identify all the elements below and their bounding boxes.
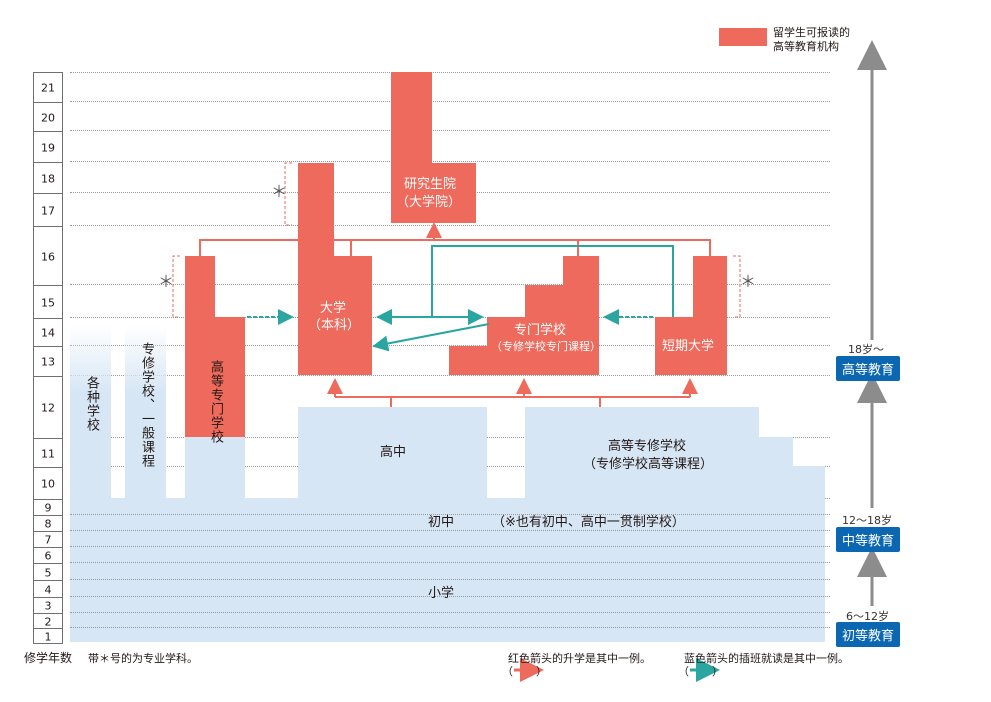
technical-college-label: 高等专门学校: [208, 360, 223, 444]
star-footnote: 带＊号的为专业学科。: [88, 652, 198, 665]
year-1: 1: [34, 628, 62, 644]
year-5: 5: [34, 563, 62, 581]
graduate-school-lower: [391, 163, 476, 223]
year-17: 17: [34, 193, 62, 227]
university-label-2: （本科）: [308, 318, 361, 333]
star-mark: ＊: [740, 272, 757, 291]
year-8: 8: [34, 515, 62, 532]
year-9: 9: [34, 499, 62, 516]
year-axis-label: 修学年数: [24, 651, 73, 665]
year-13: 13: [34, 346, 62, 377]
year-6: 6: [34, 547, 62, 564]
grid-line: [70, 627, 830, 628]
star-mark: ＊: [271, 182, 288, 201]
grid-line: [70, 375, 830, 376]
upper-specialized-block: [525, 407, 759, 498]
university-label-1: 大学: [320, 301, 347, 316]
graduate-school-upper: [391, 72, 432, 165]
upper-specialized-label-2: （专修学校高等课程）: [583, 457, 714, 472]
specialized-school-step-2: [525, 285, 599, 317]
university-block: [298, 256, 372, 375]
specialized-school-label-2: （专修学校专门课程）: [491, 340, 601, 353]
specialized-school-label-1: 专门学校: [514, 323, 567, 338]
grid-line: [70, 562, 830, 563]
paren-open: （: [502, 665, 513, 678]
year-4: 4: [34, 580, 62, 598]
grid-line: [70, 596, 830, 597]
year-21: 21: [41, 81, 55, 94]
grid-line: [70, 579, 830, 580]
star-mark: ＊: [158, 272, 175, 291]
misc-school-block: [70, 325, 111, 498]
year-14: 14: [34, 318, 62, 347]
technical-college-upper-1: [185, 256, 215, 437]
grid-line: [70, 514, 830, 515]
higher-education-badge: 高等教育: [836, 356, 901, 381]
legend-swatch: [719, 28, 767, 46]
year-12: 12: [34, 376, 62, 439]
high-school-block: [298, 407, 487, 498]
year-2: 2: [34, 613, 62, 629]
year-10: 10: [34, 467, 62, 500]
grid-line: [70, 161, 830, 162]
legend-label-1: 留学生可报读的: [773, 26, 850, 39]
grid-line: [70, 284, 830, 285]
grid-line: [70, 546, 830, 547]
paren-open: （: [678, 665, 689, 678]
specialized-school-step-1: [449, 346, 487, 375]
higher-age-label: 18岁～: [848, 343, 884, 356]
upper-specialized-label-1: 高等专修学校: [608, 439, 687, 454]
compulsory-education-block: [70, 498, 825, 642]
red-arrow-footnote: 红色箭头的升学是其中一例。: [508, 652, 651, 665]
junior-high-note: （※也有初中、高中一贯制学校）: [492, 515, 685, 530]
year-axis: 21 20 19 18 17 16 15 14 13 12 11 10 9 8 …: [33, 72, 63, 644]
elementary-label: 小学: [428, 586, 455, 601]
junior-college-upper: [693, 256, 727, 317]
junior-college-main: [655, 317, 727, 375]
junior-high-label: 初中: [428, 515, 455, 530]
misc-school-label: 各种学校: [84, 376, 99, 432]
blue-arrow-footnote: 蓝色箭头的插班就读是其中一例。: [684, 652, 849, 665]
specialized-school-main: [487, 317, 599, 375]
year-16: 16: [34, 226, 62, 286]
paren-close: ）: [536, 665, 547, 678]
specialized-school-step-3: [563, 256, 599, 285]
grid-line: [70, 225, 830, 226]
secondary-age-label: 12～18岁: [842, 514, 892, 527]
junior-college-label: 短期大学: [662, 339, 715, 354]
secondary-education-badge: 中等教育: [836, 527, 901, 552]
technical-college-upper-2: [215, 317, 245, 437]
upper-specialized-step-2: [793, 466, 825, 498]
primary-age-label: 6～12岁: [846, 610, 889, 623]
grid-line: [70, 612, 830, 613]
year-11: 11: [34, 438, 62, 468]
grid-line: [70, 101, 830, 102]
grid-line: [70, 72, 830, 73]
high-school-label: 高中: [380, 445, 407, 460]
year-19: 19: [34, 131, 62, 163]
legend-label-2: 高等教育机构: [773, 40, 839, 53]
year-18: 18: [34, 162, 62, 194]
year-7: 7: [34, 531, 62, 548]
special-training-label: 专修学校、一般课程: [139, 342, 154, 468]
year-20: 20: [34, 102, 62, 132]
paren-close: ）: [712, 665, 723, 678]
graduate-school-label-2: （大学院）: [396, 195, 462, 210]
primary-education-badge: 初等教育: [836, 622, 901, 647]
year-3: 3: [34, 597, 62, 614]
grid-line: [70, 345, 830, 346]
grid-line: [70, 530, 830, 531]
grid-line: [70, 130, 830, 131]
graduate-school-label-1: 研究生院: [404, 177, 457, 192]
upper-specialized-step-1: [759, 437, 793, 498]
year-15: 15: [34, 285, 62, 319]
special-training-block: [125, 325, 166, 498]
technical-college-lower: [185, 437, 245, 498]
